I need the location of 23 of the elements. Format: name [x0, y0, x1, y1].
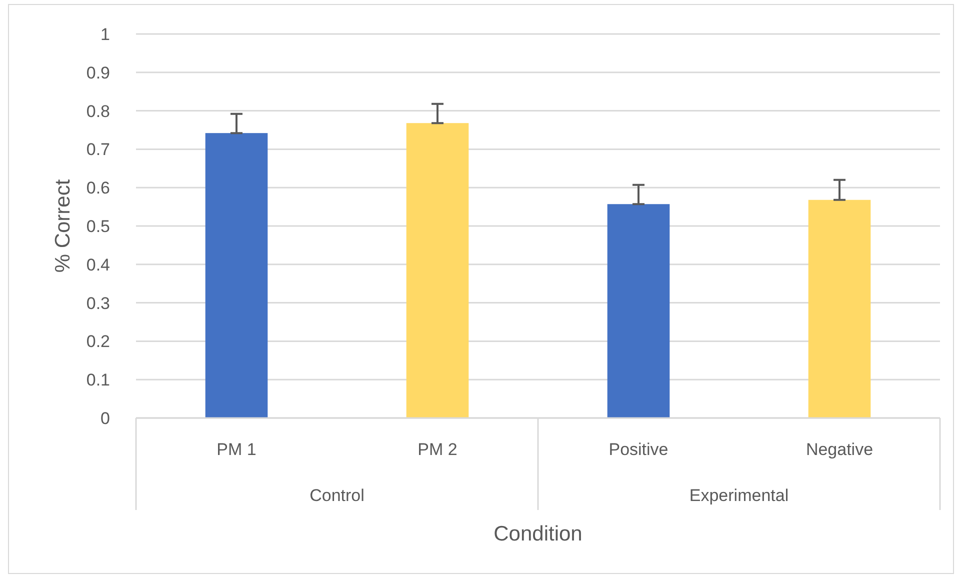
x-tick-label: PM 2: [418, 440, 458, 459]
y-tick-label: 0.5: [86, 216, 110, 236]
bar: [205, 133, 268, 418]
x-tick-label: Negative: [806, 440, 874, 459]
text: Control: [310, 486, 364, 505]
x-tick-label: Positive: [608, 440, 668, 459]
x-axis-title: Condition: [494, 522, 582, 546]
bar: [607, 204, 670, 418]
y-axis-title: % Correct: [51, 179, 74, 273]
y-tick-label: 0.1: [86, 370, 110, 390]
text: Experimental: [689, 486, 789, 505]
y-tick-label: 0.4: [86, 255, 110, 274]
y-tick-label: 0.7: [86, 140, 110, 160]
bar: [808, 200, 871, 418]
y-tick-label: 0: [100, 408, 110, 428]
bar: [406, 123, 469, 418]
y-tick-label: 1: [100, 24, 110, 44]
y-tick-label: 0.9: [86, 63, 110, 82]
y-tick-label: 0.2: [86, 332, 110, 352]
y-tick-label: 0.8: [86, 102, 110, 121]
y-tick-label: 0.6: [86, 178, 110, 198]
x-tick-label: PM 1: [216, 440, 256, 459]
y-tick-label: 0.3: [86, 294, 110, 313]
